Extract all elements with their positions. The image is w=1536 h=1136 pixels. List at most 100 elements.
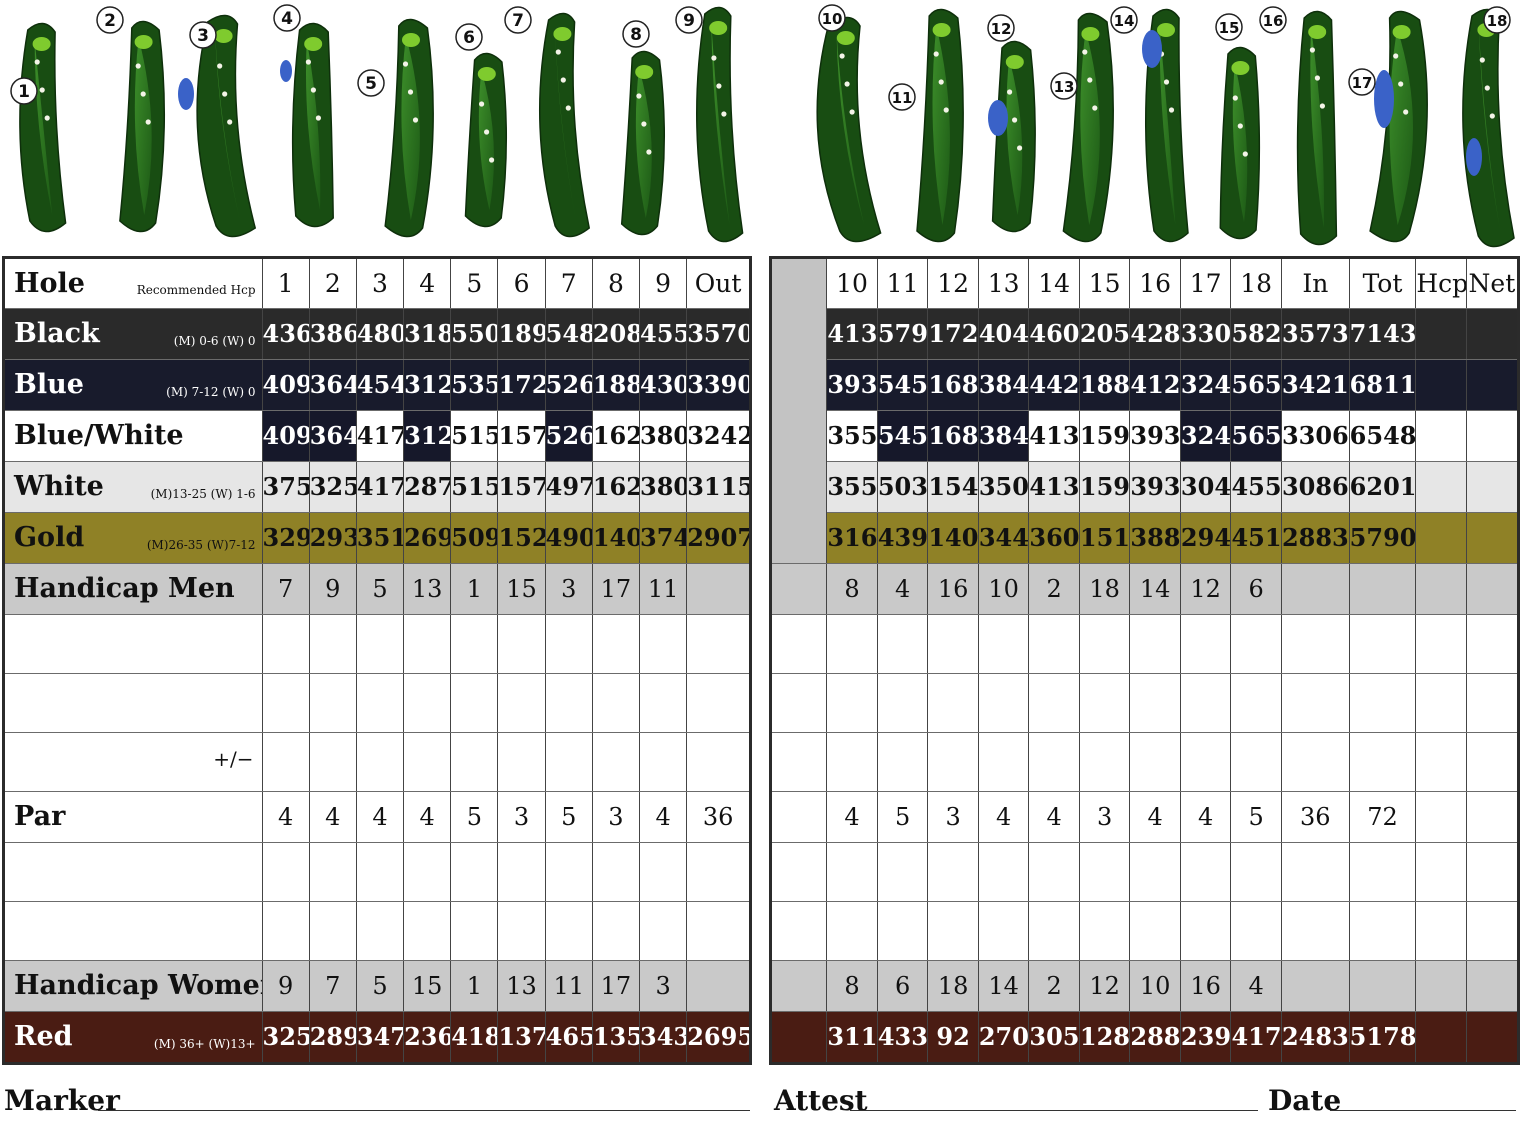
score-cell[interactable] [1415,563,1467,615]
score-cell[interactable] [450,732,499,792]
date-line[interactable] [1330,1110,1516,1111]
score-cell[interactable] [1415,461,1467,513]
score-cell[interactable] [978,842,1030,902]
score-cell[interactable] [497,673,546,733]
score-cell[interactable] [403,842,452,902]
score-cell[interactable] [1281,842,1350,902]
score-cell[interactable] [1466,563,1517,615]
score-cell[interactable] [978,732,1030,792]
score-cell[interactable] [1415,842,1467,902]
score-cell[interactable] [1466,614,1517,674]
score-cell[interactable] [1129,614,1181,674]
score-cell[interactable] [403,673,452,733]
score-cell[interactable] [592,901,641,961]
score-cell[interactable] [1180,673,1232,733]
score-cell[interactable] [1349,614,1417,674]
score-cell[interactable] [686,732,749,792]
score-cell[interactable] [686,614,749,674]
score-cell[interactable] [592,732,641,792]
score-cell[interactable] [826,614,878,674]
score-cell[interactable] [545,732,593,792]
score-cell[interactable] [356,614,405,674]
score-cell[interactable] [1129,901,1181,961]
score-cell[interactable] [877,673,929,733]
score-cell[interactable] [1028,614,1080,674]
score-cell[interactable] [1079,842,1131,902]
score-cell[interactable] [877,901,929,961]
score-cell[interactable] [403,901,452,961]
score-cell[interactable] [1180,614,1232,674]
score-cell[interactable] [1415,410,1467,462]
score-cell[interactable] [262,614,310,674]
score-cell[interactable] [686,901,749,961]
score-cell[interactable] [1028,901,1080,961]
score-cell[interactable] [262,673,310,733]
score-cell[interactable] [927,901,979,961]
score-cell[interactable] [1281,614,1350,674]
score-cell[interactable]: Hcp [1415,259,1467,309]
score-cell[interactable] [545,614,593,674]
score-cell[interactable] [1028,673,1080,733]
score-cell[interactable] [1349,732,1417,792]
score-cell[interactable] [262,732,310,792]
score-cell[interactable] [1466,410,1517,462]
score-cell[interactable] [927,673,979,733]
score-cell[interactable] [639,901,688,961]
score-cell[interactable] [1028,842,1080,902]
score-cell[interactable] [1415,673,1467,733]
score-cell[interactable] [1466,461,1517,513]
score-cell[interactable] [639,673,688,733]
score-cell[interactable] [1281,673,1350,733]
score-cell[interactable] [877,732,929,792]
score-cell[interactable] [927,732,979,792]
score-cell[interactable] [1466,960,1517,1012]
score-cell[interactable] [545,842,593,902]
score-cell[interactable] [1180,842,1232,902]
score-cell[interactable] [1230,842,1282,902]
score-cell[interactable] [1466,308,1517,360]
score-cell[interactable] [1466,791,1517,843]
score-cell[interactable] [978,614,1030,674]
score-cell[interactable] [1281,901,1350,961]
score-cell[interactable] [1129,673,1181,733]
score-cell[interactable] [1079,614,1131,674]
score-cell[interactable] [545,673,593,733]
score-cell[interactable]: Net [1466,259,1517,309]
score-cell[interactable] [1079,901,1131,961]
score-cell[interactable] [309,673,357,733]
score-cell[interactable] [927,842,979,902]
attest-signature-line[interactable] [850,1110,1258,1111]
score-cell[interactable] [356,842,405,902]
score-cell[interactable] [1180,732,1232,792]
score-cell[interactable] [826,732,878,792]
score-cell[interactable] [877,614,929,674]
score-cell[interactable] [1415,359,1467,411]
score-cell[interactable] [450,614,499,674]
score-cell[interactable] [1466,842,1517,902]
score-cell[interactable] [1415,791,1467,843]
score-cell[interactable] [262,842,310,902]
score-cell[interactable] [639,614,688,674]
score-cell[interactable] [1180,901,1232,961]
score-cell[interactable] [639,732,688,792]
score-cell[interactable] [686,673,749,733]
score-cell[interactable] [262,901,310,961]
score-cell[interactable] [403,614,452,674]
score-cell[interactable] [450,901,499,961]
score-cell[interactable] [1415,732,1467,792]
score-cell[interactable] [592,614,641,674]
score-cell[interactable] [1129,732,1181,792]
score-cell[interactable] [1079,673,1131,733]
score-cell[interactable] [1415,512,1467,564]
score-cell[interactable] [592,842,641,902]
score-cell[interactable] [1230,673,1282,733]
score-cell[interactable] [1230,614,1282,674]
score-cell[interactable] [1415,614,1467,674]
score-cell[interactable] [1281,732,1350,792]
score-cell[interactable] [686,842,749,902]
score-cell[interactable] [639,842,688,902]
score-cell[interactable] [309,732,357,792]
score-cell[interactable] [978,901,1030,961]
score-cell[interactable] [1415,308,1467,360]
score-cell[interactable] [1415,1011,1467,1062]
